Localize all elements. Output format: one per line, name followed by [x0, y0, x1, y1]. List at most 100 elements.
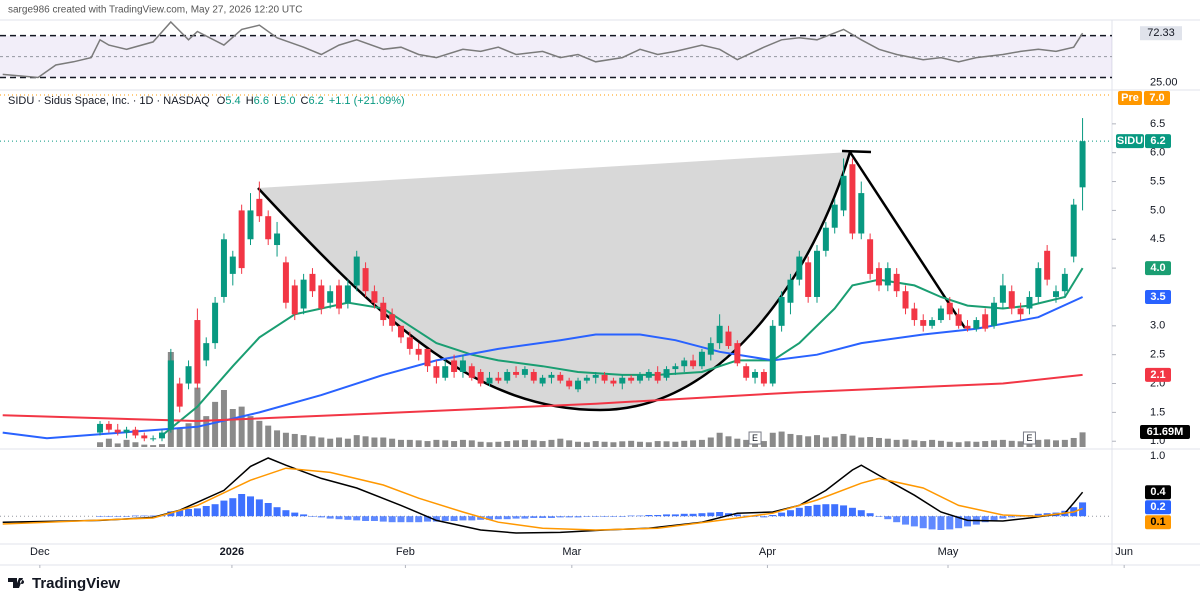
macd-histogram-bar — [928, 516, 936, 530]
macd-histogram-bar — [778, 512, 786, 517]
macd-histogram-bar — [1008, 516, 1016, 518]
candle-body — [929, 320, 936, 326]
moving-average — [2, 373, 1083, 423]
candle-body — [539, 377, 546, 384]
legend-change: +1.1 (+21.09%) — [329, 95, 405, 107]
volume-bar — [636, 441, 643, 447]
macd-histogram-bar — [751, 516, 759, 517]
price-badge-label: 6.2 — [1150, 135, 1165, 147]
macd-histogram-bar — [760, 516, 768, 518]
y-tick-label: 5.5 — [1150, 175, 1165, 187]
candle-body — [769, 325, 776, 384]
candle-body — [185, 366, 192, 384]
legend: SIDU · Sidus Space, Inc. · 1D · NASDAQ O… — [8, 95, 405, 107]
candle-body — [282, 262, 289, 303]
rsi-badge — [1140, 26, 1182, 41]
candle-body — [636, 374, 643, 381]
macd-histogram-bar — [601, 516, 609, 517]
volume-bar — [858, 437, 865, 447]
macd-histogram-bar — [530, 516, 538, 518]
candle-body — [999, 285, 1006, 303]
price-badge — [1145, 261, 1171, 276]
volume-bar — [734, 438, 741, 447]
macd-histogram-bar — [220, 500, 228, 517]
macd-histogram-bar — [149, 515, 157, 517]
volume-bar — [362, 436, 369, 447]
macd-histogram-bar — [627, 515, 635, 517]
macd-histogram-bar — [344, 516, 352, 520]
macd-histogram-bar — [955, 516, 963, 529]
price-badge — [1145, 134, 1171, 149]
macd-histogram-bar — [282, 510, 290, 517]
volume-bar — [805, 436, 812, 447]
macd-tick-label: 1.0 — [1150, 450, 1165, 462]
macd-histogram-bar — [902, 516, 910, 525]
macd-histogram-bar — [663, 514, 671, 517]
macd-histogram-bar — [786, 510, 794, 517]
candle-body — [566, 380, 573, 387]
macd-histogram-bar — [459, 516, 467, 521]
earnings-label: E — [752, 433, 758, 443]
volume-bar — [513, 440, 520, 447]
price-badge-label: 7.0 — [1149, 92, 1164, 104]
volume-bar — [814, 435, 821, 447]
macd-histogram-bar — [654, 515, 662, 517]
macd-histogram-bar — [645, 515, 653, 517]
candle-body — [937, 308, 944, 321]
candle-body — [920, 320, 927, 326]
macd-histogram-bar — [831, 504, 839, 517]
legend-value: 5.0 — [280, 95, 295, 107]
macd-histogram-bar — [919, 516, 927, 529]
pattern-fill — [258, 152, 850, 410]
price-badge-label: 0.2 — [1150, 501, 1165, 513]
price-badge-label: 61.69M — [1147, 426, 1184, 438]
macd-line — [2, 467, 1083, 531]
macd-histogram-bar — [441, 516, 449, 521]
macd-histogram-bar — [742, 515, 750, 517]
macd-histogram-bar — [990, 516, 998, 521]
macd-histogram-bar — [432, 516, 440, 522]
macd-histogram-bar — [716, 512, 724, 517]
legend-symbol: SIDU · Sidus Space, Inc. · 1D · NASDAQ — [8, 95, 210, 107]
volume-bar — [309, 436, 316, 447]
macd-histogram-bar — [609, 516, 617, 517]
volume-bar — [530, 440, 537, 447]
price-badge — [1145, 367, 1171, 382]
candle-body — [725, 331, 732, 347]
volume-bar — [415, 440, 422, 447]
macd-histogram-bar — [910, 516, 918, 527]
volume-bar — [911, 440, 918, 447]
y-tick-label: 2.5 — [1150, 349, 1165, 361]
volume-bar — [592, 441, 599, 447]
price-badge — [1118, 91, 1142, 105]
macd-histogram-bar — [875, 516, 883, 517]
earnings-marker — [1022, 431, 1036, 445]
volume-bar — [681, 440, 688, 447]
candle-body — [805, 262, 812, 297]
earnings-marker — [748, 431, 762, 445]
macd-histogram-bar — [406, 516, 414, 523]
macd-histogram-bar — [813, 504, 821, 517]
candle-body — [867, 239, 874, 274]
volume-bar — [973, 441, 980, 447]
candle-body — [1026, 296, 1033, 309]
candle-body — [645, 371, 652, 378]
candle-body — [1079, 141, 1086, 188]
candle-body — [380, 302, 387, 321]
candle-body — [344, 285, 351, 303]
volume-bar — [371, 437, 378, 447]
candle-body — [752, 371, 759, 378]
rim-line — [841, 149, 872, 154]
volume-bar — [212, 401, 219, 447]
price-badge-label: 0.4 — [1150, 486, 1166, 498]
candle-body — [982, 314, 989, 329]
macd-histogram-bar — [317, 516, 325, 518]
macd-histogram-bar — [547, 516, 555, 518]
volume-bar — [114, 443, 121, 447]
volume-bar — [238, 406, 245, 447]
candle-body — [158, 432, 165, 439]
volume-bar — [185, 423, 192, 447]
volume-bar — [203, 416, 210, 447]
price-badge-label: SIDU — [1117, 135, 1143, 147]
macd-histogram-bar — [255, 499, 263, 517]
